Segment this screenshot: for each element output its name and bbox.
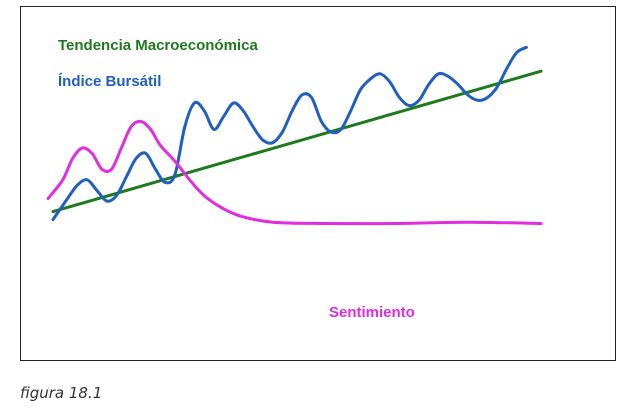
- series-label-macro-trend: Tendencia Macroeconómica: [58, 37, 258, 54]
- chart-frame: Tendencia Macroeconómica Índice Bursátil…: [20, 6, 616, 361]
- figure-caption: figura 18.1: [20, 384, 103, 402]
- series-line-stock-index: [51, 45, 528, 222]
- series-line-sentiment: [46, 119, 543, 226]
- series-line-macro-trend: [51, 69, 543, 214]
- line-chart: [46, 45, 543, 226]
- series-label-stock-index: Índice Bursátil: [58, 73, 162, 90]
- series-label-sentiment: Sentimiento: [329, 304, 415, 321]
